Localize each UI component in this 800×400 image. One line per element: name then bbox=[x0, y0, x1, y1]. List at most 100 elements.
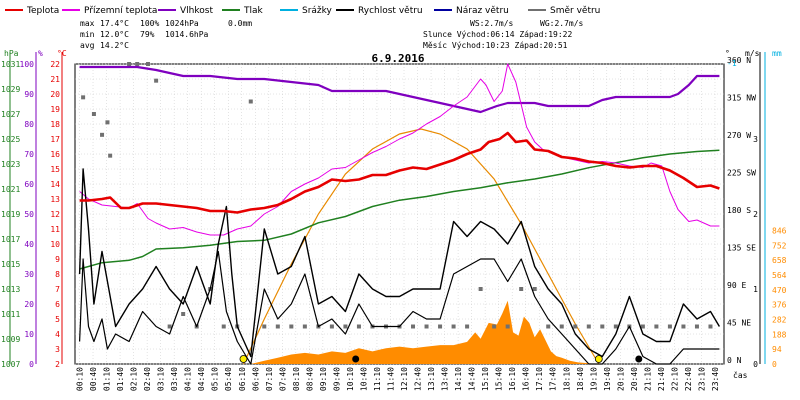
x-tick-label-25: 12:40 bbox=[414, 367, 423, 391]
x-tick-label-8: 04:10 bbox=[184, 367, 193, 391]
x-tick-label-14: 07:10 bbox=[265, 367, 274, 391]
hpa-tick-11: 1029 bbox=[1, 85, 20, 94]
legend-label-0: Teplota bbox=[26, 6, 59, 16]
pct-axis-title: % bbox=[38, 49, 43, 58]
wm2-tick-0: 0 bbox=[772, 360, 777, 369]
wind-dir-point-15 bbox=[248, 99, 253, 104]
stat-avg-temp: 14.2°C bbox=[100, 41, 129, 50]
stat-avg-label: avg bbox=[80, 41, 95, 50]
x-axis-title: čas bbox=[733, 370, 748, 380]
wm2-tick-3: 282 bbox=[772, 315, 787, 324]
wind-dir-point-16 bbox=[262, 324, 267, 329]
degc-tick-19: 21 bbox=[50, 75, 60, 84]
degc-tick-16: 18 bbox=[50, 120, 60, 129]
x-tick-label-20: 10:10 bbox=[346, 367, 355, 391]
dir-tick-3: 135 SE bbox=[727, 244, 756, 253]
wind-dir-point-38 bbox=[559, 324, 564, 329]
wind-dir-point-18 bbox=[289, 324, 294, 329]
dir-tick-4: 180 S bbox=[727, 206, 751, 215]
wind-dir-point-13 bbox=[221, 324, 226, 329]
plot-area bbox=[78, 62, 721, 365]
x-tick-label-28: 14:10 bbox=[454, 367, 463, 391]
legend-label-1: Přízemní teplota bbox=[84, 6, 157, 16]
wind-dir-point-49 bbox=[708, 324, 713, 329]
stat-wg: WG:2.7m/s bbox=[540, 19, 584, 28]
x-tick-label-9: 04:40 bbox=[197, 367, 206, 391]
wm2-tick-4: 376 bbox=[772, 301, 787, 310]
pct-tick-2: 20 bbox=[24, 300, 34, 309]
dir-tick-6: 270 W bbox=[727, 131, 751, 140]
wind-dir-point-8 bbox=[154, 78, 159, 83]
degc-tick-6: 8 bbox=[55, 270, 60, 279]
wm2-tick-2: 188 bbox=[772, 330, 787, 339]
pct-tick-3: 30 bbox=[24, 270, 34, 279]
wind-dir-point-33 bbox=[492, 324, 497, 329]
dir-axis-title: ° bbox=[725, 49, 730, 58]
x-tick-label-31: 15:40 bbox=[495, 367, 504, 391]
wind-dir-point-21 bbox=[329, 324, 334, 329]
x-tick-label-39: 19:40 bbox=[603, 367, 612, 391]
stat-ws: WS:2.7m/s bbox=[470, 19, 514, 28]
wind-speed-line bbox=[79, 250, 720, 365]
x-tick-label-7: 03:40 bbox=[170, 367, 179, 391]
wind-dir-point-32 bbox=[478, 287, 483, 291]
sunrise-marker bbox=[239, 355, 248, 363]
sunset-marker bbox=[594, 355, 603, 363]
x-tick-label-0: 00:10 bbox=[76, 367, 85, 391]
wind-dir-point-29 bbox=[438, 324, 443, 329]
x-tick-label-41: 20:40 bbox=[630, 367, 639, 391]
wm2-tick-7: 658 bbox=[772, 256, 787, 265]
wind-dir-point-35 bbox=[519, 287, 524, 291]
wind-dir-point-48 bbox=[694, 324, 699, 329]
degc-tick-8: 10 bbox=[50, 240, 60, 249]
axes: 00:10 00:40 01:10 01:40 02:10 02:40 03:10 03:40… bbox=[1, 49, 787, 391]
x-tick-label-12: 06:10 bbox=[238, 367, 247, 391]
wind-dir-point-2 bbox=[100, 132, 105, 137]
degc-tick-4: 6 bbox=[55, 300, 60, 309]
ms-tick-2: 2 bbox=[753, 210, 758, 219]
x-tick-label-10: 05:10 bbox=[211, 367, 220, 391]
x-tick-label-38: 19:10 bbox=[589, 367, 598, 391]
wind-dir-point-4 bbox=[108, 153, 113, 158]
wind-dir-point-5 bbox=[127, 62, 132, 66]
mm-tick-0: -1 bbox=[727, 59, 737, 68]
wm2-tick-6: 564 bbox=[772, 271, 787, 280]
stat-max-hum: 100% bbox=[140, 19, 159, 28]
wm2-tick-8: 752 bbox=[772, 241, 787, 250]
wind-dir-point-19 bbox=[302, 324, 307, 329]
legend: Teplota Přízemní teplota Vlhkost Tlak Srážky… bbox=[5, 6, 600, 16]
degc-tick-5: 7 bbox=[55, 285, 60, 294]
x-tick-label-35: 17:40 bbox=[549, 367, 558, 391]
pct-tick-0: 0 bbox=[29, 360, 34, 369]
x-tick-label-30: 15:10 bbox=[481, 367, 490, 391]
x-tick-label-1: 00:40 bbox=[89, 367, 98, 391]
ms-axis-title: m/s bbox=[745, 49, 760, 58]
degc-tick-15: 17 bbox=[50, 135, 60, 144]
degc-tick-1: 3 bbox=[55, 345, 60, 354]
moonset-marker bbox=[635, 355, 643, 363]
chart-title: 6.9.2016 bbox=[372, 52, 425, 65]
hpa-tick-7: 1021 bbox=[1, 185, 20, 194]
x-tick-label-13: 06:40 bbox=[251, 367, 260, 391]
stat-min-temp: 12.0°C bbox=[100, 30, 129, 39]
pressure-line bbox=[79, 149, 720, 270]
degc-tick-13: 15 bbox=[50, 165, 60, 174]
wind-dir-point-7 bbox=[146, 62, 151, 66]
degc-tick-0: 2 bbox=[55, 360, 60, 369]
wind-dir-point-3 bbox=[105, 120, 110, 125]
hpa-tick-2: 1011 bbox=[1, 310, 20, 319]
wind-dir-point-46 bbox=[667, 324, 672, 329]
x-tick-label-19: 09:40 bbox=[332, 367, 341, 391]
hpa-tick-4: 1015 bbox=[1, 260, 20, 269]
wm2-tick-5: 470 bbox=[772, 286, 787, 295]
ground-temp-line bbox=[79, 63, 720, 236]
wind-dir-point-37 bbox=[546, 324, 551, 329]
pct-tick-10: 100 bbox=[20, 60, 35, 69]
wind-dir-point-17 bbox=[275, 324, 280, 329]
x-tick-label-40: 20:10 bbox=[616, 367, 625, 391]
degc-tick-18: 20 bbox=[50, 90, 60, 99]
pct-tick-4: 40 bbox=[24, 240, 34, 249]
x-tick-label-18: 09:10 bbox=[319, 367, 328, 391]
x-tick-label-36: 18:10 bbox=[562, 367, 571, 391]
